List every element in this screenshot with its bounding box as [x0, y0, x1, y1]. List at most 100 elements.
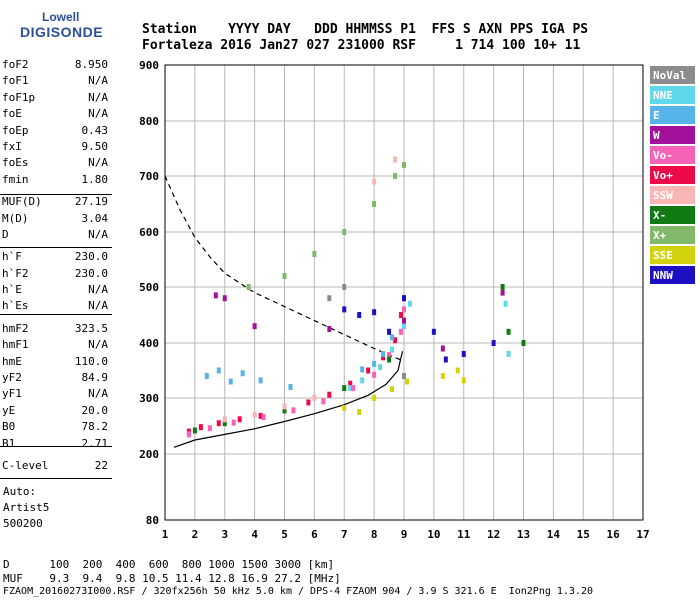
echo-point: [491, 340, 496, 346]
footer-muf: MUF 9.3 9.4 9.8 10.5 11.4 12.8 16.9 27.2…: [3, 572, 341, 585]
param-name: h`F2: [2, 266, 29, 280]
x-tick-label: 17: [636, 528, 649, 541]
param-row: h`F2 230.0: [0, 267, 112, 283]
ionogram-chart: 1 2 3 4 5 6 7 8 9 10 11 12 13 14 15 16 17802003004005006…: [139, 59, 695, 541]
legend-label: NNE: [653, 89, 673, 102]
auto-label: Auto:: [3, 485, 37, 498]
echo-point: [402, 162, 406, 168]
x-tick-label: 4: [251, 528, 258, 541]
param-name: hmE: [2, 354, 22, 368]
param-row: foE N/A: [0, 107, 112, 123]
param-separator: [0, 478, 112, 479]
echo-point: [399, 312, 404, 318]
echo-point: [228, 378, 233, 385]
param-row: h`E N/A: [0, 283, 112, 299]
echo-point: [381, 354, 386, 361]
param-value: 22: [94, 458, 108, 472]
lowell-digisonde-logo: Lowell DIGISONDE: [10, 10, 120, 50]
legend-label: X+: [653, 229, 667, 242]
parameter-panel: foF2 8.950 foF1 N/A foF1p N/A foE N/A foEp 0.43 fx…: [0, 58, 112, 475]
legend-swatch: [650, 146, 695, 164]
param-name: h`F: [2, 250, 22, 264]
echo-point: [390, 386, 395, 393]
echo-point: [312, 395, 317, 401]
param-row: MUF(D) 27.19: [0, 195, 112, 211]
param-value: N/A: [88, 74, 108, 88]
param-value: 27.19: [74, 195, 108, 209]
logo-digisonde: DIGISONDE: [20, 24, 104, 40]
param-name: yF1: [2, 387, 22, 401]
echo-point: [258, 412, 263, 419]
x-tick-label: 13: [517, 528, 530, 541]
echo-point: [503, 300, 508, 307]
echo-point: [387, 356, 392, 363]
legend-swatch: [650, 86, 695, 104]
echo-point: [240, 370, 245, 377]
echo-point: [372, 360, 377, 367]
param-value: N/A: [88, 387, 108, 401]
x-tick-label: 11: [457, 528, 471, 541]
legend-swatch: [650, 186, 695, 204]
echo-point: [342, 229, 347, 235]
param-row: yF2 84.9: [0, 371, 112, 387]
param-row: hmF1 N/A: [0, 338, 112, 354]
echo-point: [186, 431, 191, 438]
echo-point: [282, 407, 287, 414]
param-row: hmE 110.0: [0, 355, 112, 371]
echo-point: [461, 351, 466, 357]
x-tick-label: 7: [341, 528, 348, 541]
x-tick-label: 12: [487, 528, 500, 541]
param-value: N/A: [88, 299, 108, 313]
param-value: N/A: [88, 156, 108, 170]
param-separator: [0, 247, 112, 248]
param-row: h`F 230.0: [0, 250, 112, 266]
y-tick-label: 200: [139, 448, 159, 461]
auto-artist: Artist5: [3, 501, 50, 514]
echo-point: [351, 385, 356, 392]
echo-point: [372, 309, 377, 316]
param-name: MUF(D): [2, 195, 42, 209]
muf-dashed-curve: [164, 175, 403, 362]
footer-distance: D 100 200 400 600 800 1000 1500 3000 [km…: [3, 558, 335, 571]
echo-point: [252, 411, 257, 418]
echo-point: [431, 328, 436, 335]
echo-point: [461, 377, 466, 384]
param-name: D: [2, 227, 9, 241]
echo-point: [282, 273, 287, 279]
echo-point: [207, 425, 212, 432]
legend-label: X-: [653, 209, 666, 222]
x-tick-label: 6: [311, 528, 318, 541]
param-value: N/A: [88, 90, 108, 104]
echo-point: [455, 367, 460, 374]
echo-point: [378, 364, 383, 371]
x-tick-label: 9: [401, 528, 408, 541]
echo-point: [360, 377, 365, 384]
param-name: foEp: [2, 123, 29, 137]
footer-file-info: FZAOM_20160273I000.RSF / 320fx256h 50 kH…: [3, 586, 594, 597]
echo-point: [440, 373, 445, 379]
echo-point: [393, 173, 398, 179]
param-name: foF1p: [2, 90, 36, 104]
echo-point: [342, 405, 347, 412]
echo-point: [306, 399, 311, 406]
y-tick-label: 900: [139, 59, 159, 72]
echo-point: [399, 328, 404, 335]
echo-point: [222, 420, 227, 427]
param-row: D N/A: [0, 228, 112, 244]
param-row: yF1 N/A: [0, 387, 112, 403]
param-name: foE: [2, 107, 22, 121]
legend-label: E: [653, 109, 660, 122]
echo-point: [216, 420, 221, 427]
param-name: yF2: [2, 371, 22, 385]
echo-point: [213, 292, 218, 299]
echo-point: [440, 345, 445, 352]
param-name: hmF2: [2, 321, 29, 335]
param-value: 323.5: [74, 321, 108, 335]
param-value: 8.950: [74, 58, 108, 71]
legend-label: NNW: [653, 269, 673, 282]
echo-point: [372, 178, 377, 185]
param-name: C-level: [2, 458, 49, 472]
legend-swatch: [650, 66, 695, 84]
echo-point: [216, 367, 221, 374]
param-value: 20.0: [81, 403, 109, 417]
